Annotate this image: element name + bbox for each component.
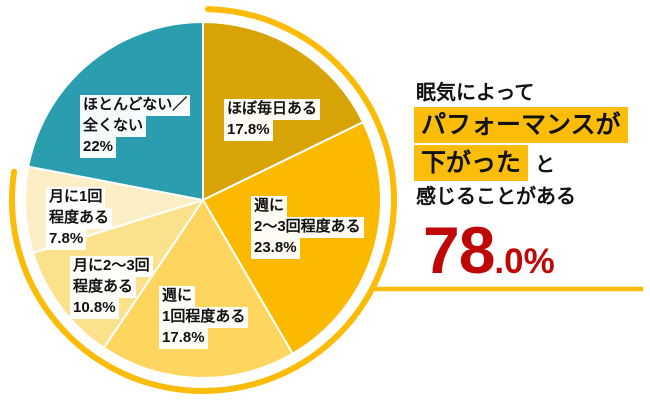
pie-label-line: 程度ある [46, 207, 113, 229]
headline-feel: 感じることがある [416, 186, 576, 208]
pie-label-line: 1回程度ある [159, 306, 249, 328]
pie-label-value: 17.8% [224, 119, 273, 141]
pie-slice-2 [102, 199, 294, 379]
stat-main-number: 78 [423, 213, 495, 287]
quote-suffix: と [535, 154, 556, 176]
pie-label-line: 程度ある [70, 276, 137, 298]
stat-percentage: 78 .0% [423, 217, 555, 283]
pie-label-line: 週に [159, 286, 196, 307]
pie-label-line: ほとんどない／ [80, 95, 191, 116]
pie-label-value: 10.8% [70, 297, 119, 319]
pie-label-value: 23.8% [251, 237, 300, 259]
pie-label-once-per-week: 週に 1回程度ある 17.8% [159, 286, 249, 349]
pie-label-line: 週に [251, 196, 288, 217]
pie-label-line: ほぼ毎日ある [224, 99, 321, 120]
pie-label-value: 7.8% [46, 228, 87, 250]
pie-label-almost-never: ほとんどない／ 全くない 22% [80, 95, 191, 158]
headline-sleepiness: 眠気によって [416, 82, 535, 104]
pie-label-2-3-per-month: 月に2〜3回 程度ある 10.8% [70, 256, 153, 319]
highlight-arc [9, 6, 397, 394]
stat-decimal-percent: .0% [494, 242, 555, 281]
pie-label-once-per-month: 月に1回 程度ある 7.8% [46, 187, 113, 250]
pie-label-line: 全くない [80, 115, 147, 137]
pie-label-line: 月に2〜3回 [70, 256, 153, 277]
performance-highlight: パフォーマンスが [414, 107, 628, 143]
pie-label-line: 2〜3回程度ある [251, 216, 364, 238]
pie-label-line: 月に1回 [46, 187, 106, 208]
drop-highlight: 下がった [414, 145, 529, 181]
pie-label-value: 17.8% [159, 327, 208, 349]
pie-label-almost-every-day: ほぼ毎日ある 17.8% [224, 99, 321, 141]
pie-label-value: 22% [80, 136, 117, 158]
pie-label-2-3-per-week: 週に 2〜3回程度ある 23.8% [251, 196, 364, 259]
